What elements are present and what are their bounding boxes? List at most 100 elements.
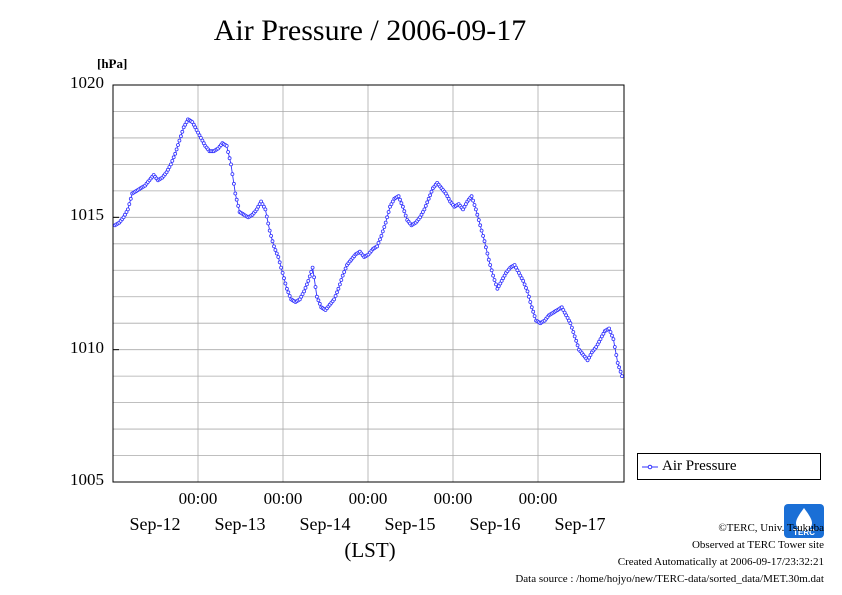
data-point: [287, 293, 292, 298]
data-point: [572, 334, 577, 339]
data-point: [332, 297, 337, 302]
data-point: [229, 162, 233, 167]
data-point: [302, 289, 307, 294]
legend: Air Pressure: [637, 453, 821, 480]
data-point: [481, 233, 486, 238]
data-point: [396, 194, 401, 199]
data-point: [614, 353, 619, 357]
y-tick-label: 1015: [70, 205, 104, 224]
x-date-label: Sep-13: [214, 514, 266, 534]
data-point: [226, 150, 231, 154]
x-axis-label: (LST): [344, 538, 396, 562]
data-point: [527, 294, 531, 299]
data-point: [343, 266, 348, 271]
data-point: [473, 207, 478, 212]
data-point: [386, 210, 391, 214]
data-point: [399, 201, 404, 206]
data-point: [282, 276, 286, 281]
data-point: [617, 365, 621, 370]
data-point: [274, 251, 279, 256]
data-point: [570, 325, 574, 330]
data-point: [612, 345, 617, 349]
data-point: [306, 278, 311, 283]
data-point: [233, 191, 238, 196]
data-point: [531, 309, 536, 314]
data-point: [492, 278, 497, 282]
data-point: [317, 301, 322, 306]
data-point: [559, 305, 564, 310]
data-point: [479, 228, 484, 233]
x-time-tick-label: 00:00: [178, 489, 218, 508]
data-point: [224, 143, 229, 148]
data-point: [485, 251, 490, 256]
data-point: [284, 286, 289, 291]
data-point: [522, 282, 527, 287]
data-point: [276, 255, 281, 259]
data-point: [585, 358, 590, 363]
data-point: [519, 276, 524, 281]
data-point: [339, 278, 344, 282]
data-point: [266, 221, 271, 226]
data-point: [461, 207, 465, 212]
data-point: [611, 337, 616, 342]
data-point: [310, 265, 315, 270]
data-point: [177, 138, 182, 143]
data-point: [279, 265, 284, 270]
data-point: [607, 326, 611, 331]
plot-frame: [112, 84, 625, 483]
data-point: [528, 300, 533, 304]
y-tick-label: 1005: [70, 470, 104, 489]
data-point: [286, 290, 291, 295]
data-point: [610, 333, 614, 338]
data-point: [382, 225, 387, 229]
data-point: [337, 282, 342, 287]
data-point: [608, 330, 613, 334]
x-date-label: Sep-15: [384, 514, 436, 534]
data-point: [426, 196, 431, 201]
data-point: [482, 239, 487, 244]
data-point: [340, 273, 345, 278]
data-point: [575, 343, 580, 348]
data-point: [428, 193, 433, 198]
data-point: [178, 134, 183, 139]
data-point: [170, 158, 175, 163]
x-date-label: Sep-17: [554, 514, 606, 534]
data-point: [489, 268, 494, 273]
data-point: [304, 282, 309, 287]
data-point: [267, 228, 272, 233]
x-date-label: Sep-12: [129, 514, 181, 534]
legend-marker-icon: [642, 464, 658, 470]
data-point: [312, 275, 317, 280]
data-point: [488, 263, 493, 267]
data-point: [333, 293, 338, 298]
data-point: [620, 374, 624, 379]
data-point: [313, 285, 318, 289]
data-point: [280, 270, 285, 275]
data-point: [316, 298, 321, 303]
chart-title: Air Pressure / 2006-09-17: [213, 14, 527, 47]
x-time-tick-label: 00:00: [263, 489, 303, 508]
data-point: [486, 257, 491, 262]
data-point: [335, 290, 339, 295]
data-point: [227, 156, 232, 161]
data-point: [174, 147, 179, 152]
data-point: [342, 270, 347, 274]
data-point: [423, 203, 428, 208]
data-point: [269, 233, 274, 238]
footer-copyright: ©TERC, Univ. Tsukuba: [718, 522, 824, 534]
series-air-pressure: [113, 117, 624, 379]
data-point: [230, 172, 235, 177]
x-time-tick-label: 00:00: [433, 489, 473, 508]
data-point: [176, 143, 180, 147]
data-point: [277, 260, 282, 265]
data-point: [491, 273, 496, 278]
data-point: [525, 289, 530, 294]
data-point: [532, 314, 537, 319]
data-point: [231, 181, 236, 186]
data-point: [524, 285, 528, 290]
data-point: [494, 282, 498, 287]
data-point: [422, 207, 427, 212]
data-point: [123, 212, 127, 217]
footer-observed: Observed at TERC Tower site: [691, 539, 824, 551]
